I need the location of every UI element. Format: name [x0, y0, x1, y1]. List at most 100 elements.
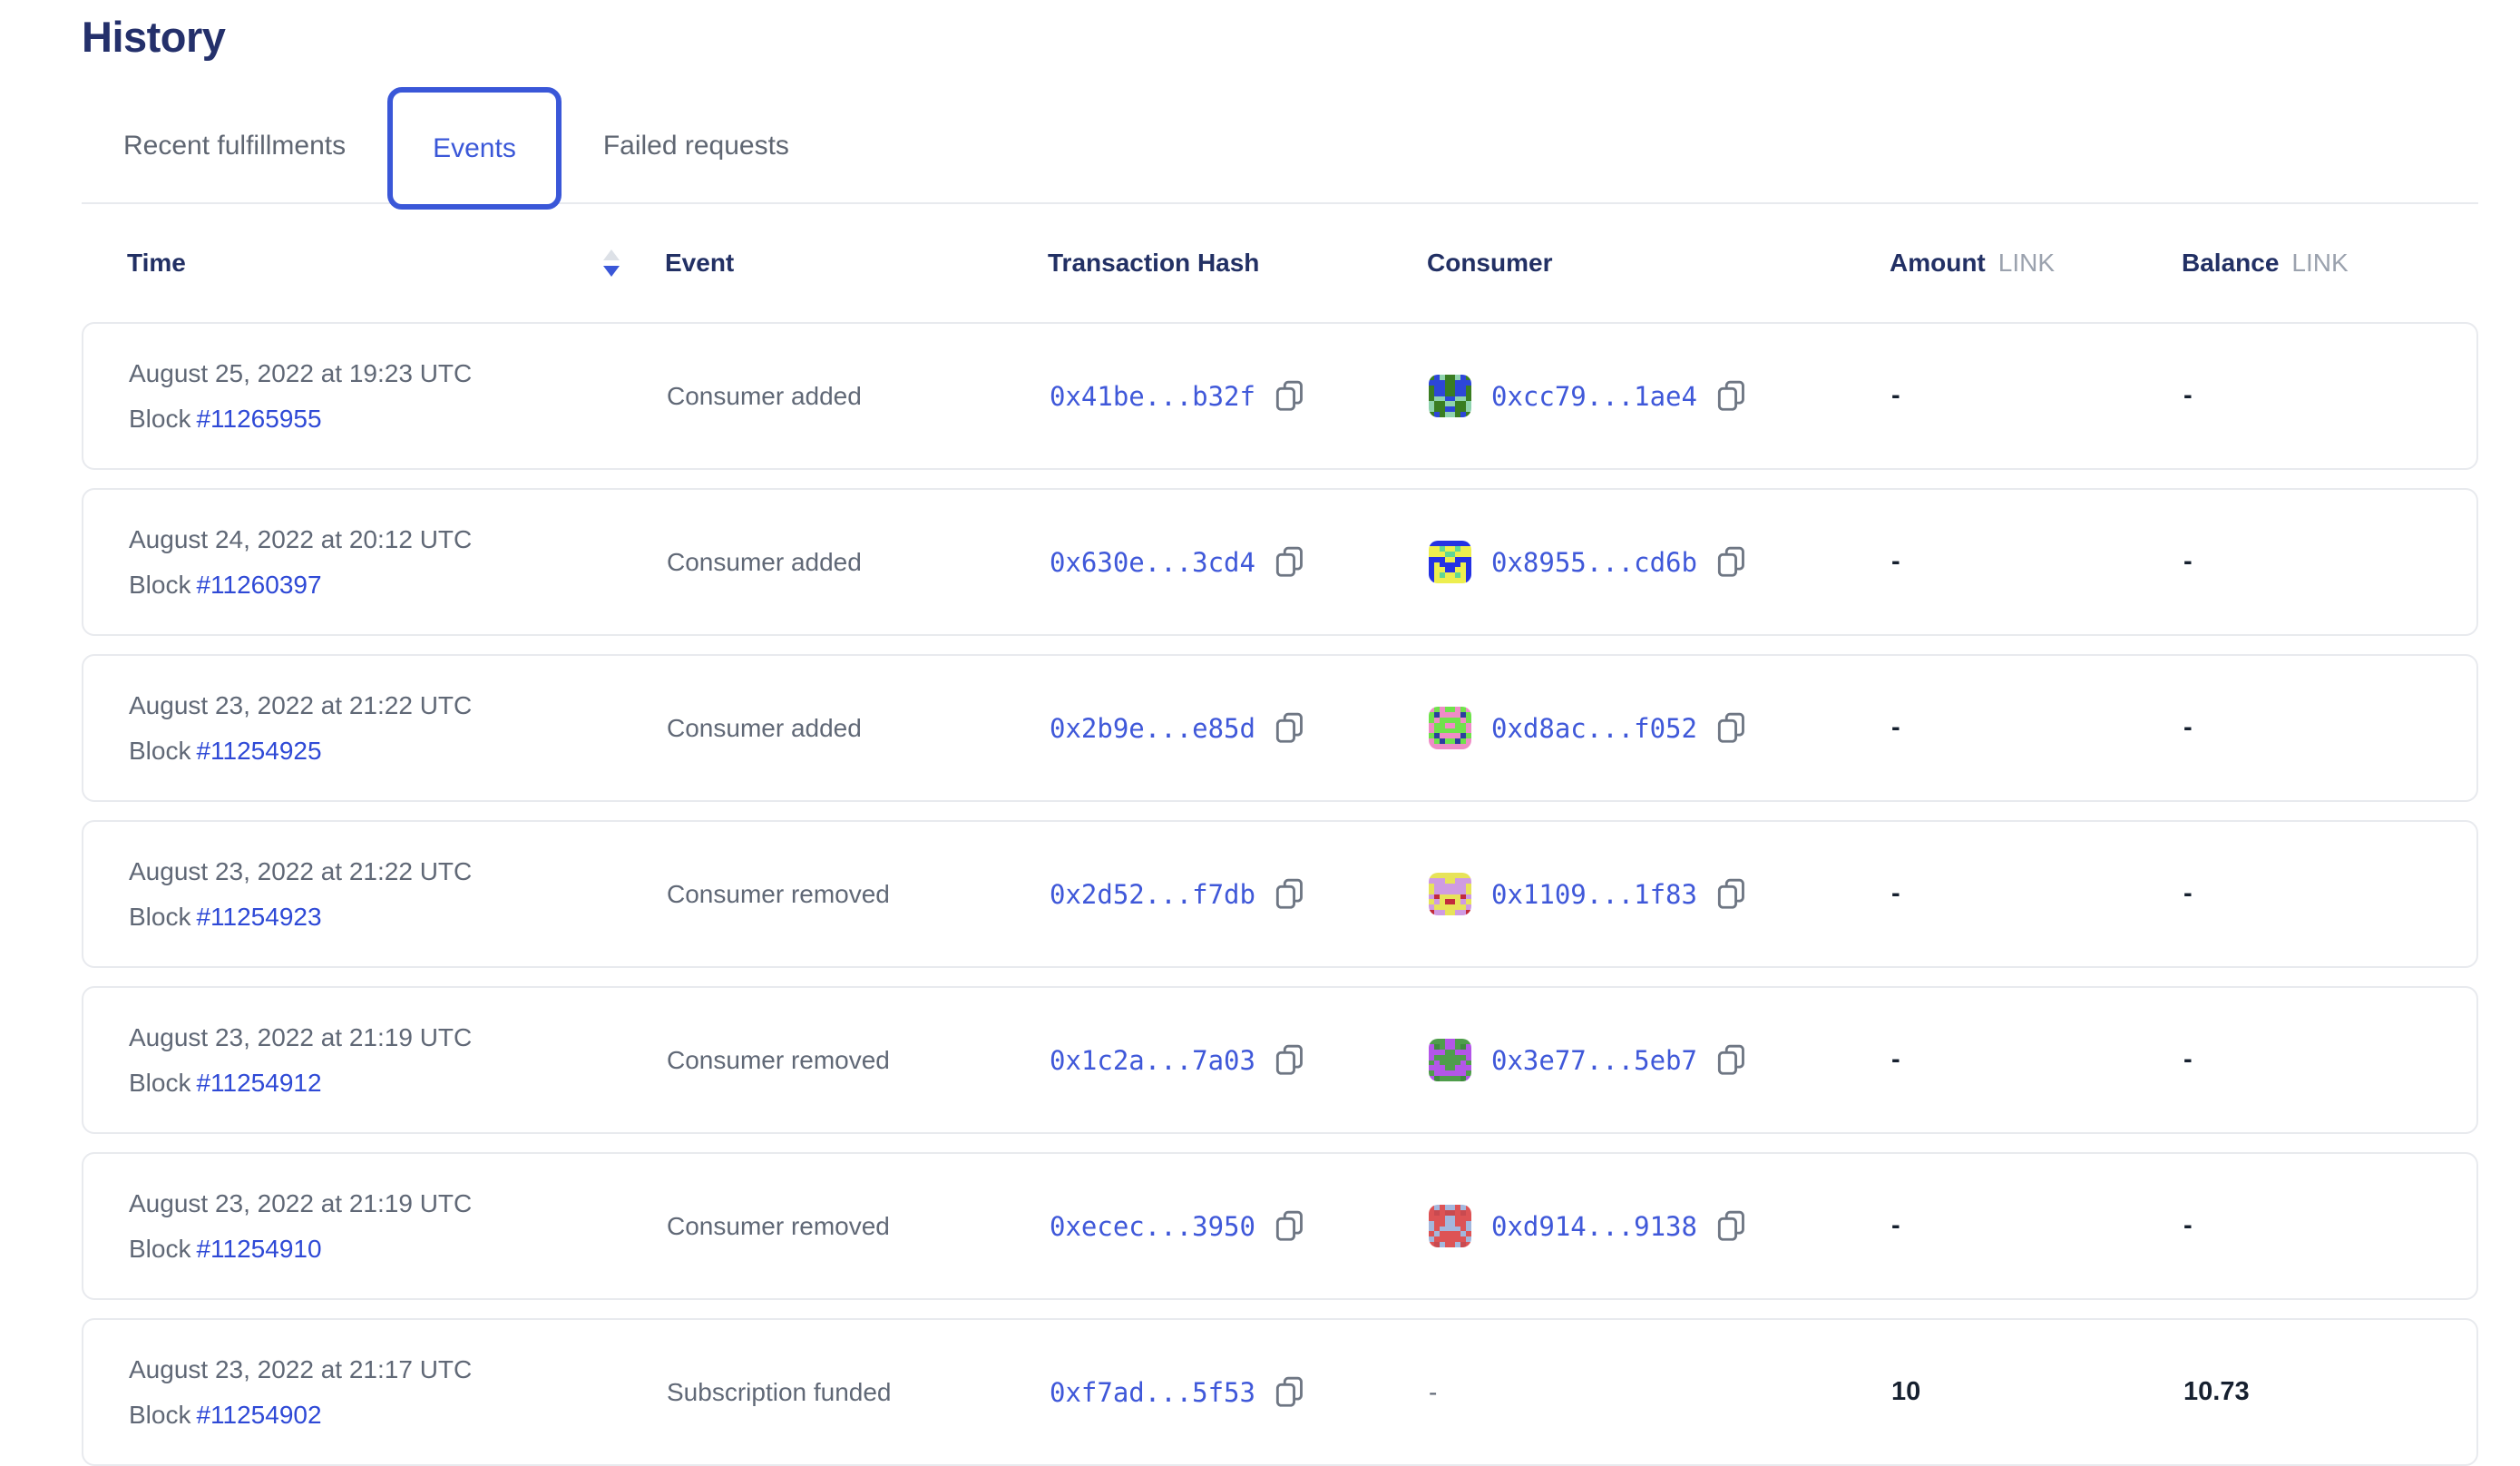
event-date: August 25, 2022 at 19:23 UTC [129, 358, 473, 387]
block-line: Block #11254925 [129, 736, 322, 765]
table-row: August 23, 2022 at 21:19 UTC Block #11254… [82, 1152, 2478, 1300]
consumer-avatar [1429, 1039, 1471, 1081]
tx-hash-link[interactable]: 0x2b9e...e85d [1050, 712, 1255, 744]
block-line: Block #11265955 [129, 404, 322, 433]
copy-consumer-address-button[interactable] [1714, 876, 1748, 913]
table-row: August 23, 2022 at 21:17 UTC Block #11254… [82, 1318, 2478, 1466]
consumer-cell: 0xd914...9138 [1429, 1205, 1891, 1247]
tx-hash-cell: 0x2d52...f7db [1050, 876, 1429, 913]
amount-value: - [1891, 879, 1900, 908]
event-cell: Consumer added [667, 381, 862, 410]
tab-events[interactable]: Events [387, 87, 562, 210]
time-cell: August 23, 2022 at 21:17 UTC Block #11254… [129, 1355, 667, 1430]
column-header-consumer: Consumer [1427, 249, 1553, 277]
tx-hash-link[interactable]: 0x1c2a...7a03 [1050, 1044, 1255, 1076]
block-number-link[interactable]: #11254925 [196, 736, 322, 765]
amount-value: - [1891, 1211, 1900, 1240]
event-date: August 23, 2022 at 21:19 UTC [129, 1022, 473, 1051]
event-date: August 23, 2022 at 21:17 UTC [129, 1354, 473, 1383]
consumer-cell: - [1429, 1378, 1891, 1407]
tx-hash-cell: 0xf7ad...5f53 [1050, 1374, 1429, 1411]
amount-value: - [1891, 713, 1900, 742]
tab-failed-requests[interactable]: Failed requests [602, 130, 789, 161]
table-row: August 23, 2022 at 21:22 UTC Block #11254… [82, 820, 2478, 968]
copy-tx-hash-button[interactable] [1272, 710, 1306, 747]
block-number-link[interactable]: #11254902 [196, 1400, 322, 1429]
block-line: Block #11254902 [129, 1400, 322, 1429]
amount-value: 10 [1891, 1377, 1921, 1406]
balance-value: 10.73 [2183, 1377, 2250, 1406]
column-header-amount: Amount LINK [1890, 249, 2056, 277]
column-header-time[interactable]: Time [127, 249, 665, 278]
event-date: August 23, 2022 at 21:19 UTC [129, 1188, 473, 1217]
consumer-avatar [1429, 873, 1471, 915]
copy-tx-hash-button[interactable] [1272, 378, 1306, 415]
copy-consumer-address-button[interactable] [1714, 1208, 1748, 1245]
copy-tx-hash-button[interactable] [1272, 876, 1306, 913]
column-header-transaction-hash: Transaction Hash [1048, 249, 1260, 277]
balance-value: - [2183, 879, 2193, 908]
event-cell: Consumer removed [667, 1211, 890, 1240]
copy-consumer-address-button[interactable] [1714, 378, 1748, 415]
table-body: August 25, 2022 at 19:23 UTC Block #11265… [82, 322, 2478, 1466]
tx-hash-cell: 0x2b9e...e85d [1050, 710, 1429, 747]
consumer-cell: 0x3e77...5eb7 [1429, 1039, 1891, 1081]
event-cell: Consumer added [667, 713, 862, 742]
block-number-link[interactable]: #11254910 [196, 1234, 322, 1263]
consumer-avatar [1429, 707, 1471, 749]
consumer-address-link[interactable]: 0xcc79...1ae4 [1491, 380, 1697, 412]
balance-value: - [2183, 1211, 2193, 1240]
amount-value: - [1891, 547, 1900, 576]
block-number-link[interactable]: #11254923 [196, 902, 322, 931]
consumer-cell: 0xd8ac...f052 [1429, 707, 1891, 749]
event-date: August 24, 2022 at 20:12 UTC [129, 524, 473, 553]
tx-hash-link[interactable]: 0x41be...b32f [1050, 380, 1255, 412]
block-number-link[interactable]: #11260397 [196, 570, 322, 599]
table-row: August 25, 2022 at 19:23 UTC Block #11265… [82, 322, 2478, 470]
amount-value: - [1891, 381, 1900, 410]
event-cell: Consumer added [667, 547, 862, 576]
history-section: History Recent fulfillments Events Failed … [82, 0, 2478, 1466]
copy-consumer-address-button[interactable] [1714, 544, 1748, 581]
block-number-link[interactable]: #11265955 [196, 404, 322, 433]
tx-hash-link[interactable]: 0xf7ad...5f53 [1050, 1376, 1255, 1408]
copy-consumer-address-button[interactable] [1714, 710, 1748, 747]
sort-icon[interactable] [601, 249, 621, 278]
tx-hash-link[interactable]: 0x2d52...f7db [1050, 878, 1255, 910]
consumer-address-link[interactable]: 0x1109...1f83 [1491, 878, 1697, 910]
block-number-link[interactable]: #11254912 [196, 1068, 322, 1097]
consumer-avatar [1429, 1205, 1471, 1247]
block-line: Block #11260397 [129, 570, 322, 599]
copy-tx-hash-button[interactable] [1272, 1374, 1306, 1411]
balance-value: - [2183, 1045, 2193, 1074]
tx-hash-link[interactable]: 0x630e...3cd4 [1050, 546, 1255, 578]
balance-value: - [2183, 547, 2193, 576]
table-row: August 23, 2022 at 21:22 UTC Block #11254… [82, 654, 2478, 802]
tab-recent-fulfillments[interactable]: Recent fulfillments [123, 130, 347, 161]
block-line: Block #11254923 [129, 902, 322, 931]
table-header: Time Event Transaction Hash Consumer Amo… [82, 204, 2478, 322]
consumer-cell: 0xcc79...1ae4 [1429, 375, 1891, 417]
table-row: August 24, 2022 at 20:12 UTC Block #11260… [82, 488, 2478, 636]
time-cell: August 23, 2022 at 21:19 UTC Block #11254… [129, 1189, 667, 1264]
page-title: History [82, 13, 226, 61]
event-cell: Consumer removed [667, 1045, 890, 1074]
tx-hash-link[interactable]: 0xecec...3950 [1050, 1210, 1255, 1242]
time-cell: August 24, 2022 at 20:12 UTC Block #11260… [129, 525, 667, 600]
tx-hash-cell: 0xecec...3950 [1050, 1208, 1429, 1245]
copy-consumer-address-button[interactable] [1714, 1042, 1748, 1079]
consumer-address-link[interactable]: 0x8955...cd6b [1491, 546, 1697, 578]
copy-tx-hash-button[interactable] [1272, 1042, 1306, 1079]
consumer-address-link[interactable]: 0xd914...9138 [1491, 1210, 1697, 1242]
balance-unit-label: LINK [2291, 249, 2349, 277]
consumer-address-link[interactable]: 0x3e77...5eb7 [1491, 1044, 1697, 1076]
consumer-address-link[interactable]: 0xd8ac...f052 [1491, 712, 1697, 744]
event-cell: Consumer removed [667, 879, 890, 908]
copy-tx-hash-button[interactable] [1272, 544, 1306, 581]
tx-hash-cell: 0x630e...3cd4 [1050, 544, 1429, 581]
copy-tx-hash-button[interactable] [1272, 1208, 1306, 1245]
event-date: August 23, 2022 at 21:22 UTC [129, 856, 473, 885]
balance-value: - [2183, 713, 2193, 742]
consumer-cell: 0x8955...cd6b [1429, 541, 1891, 583]
consumer-avatar [1429, 375, 1471, 417]
